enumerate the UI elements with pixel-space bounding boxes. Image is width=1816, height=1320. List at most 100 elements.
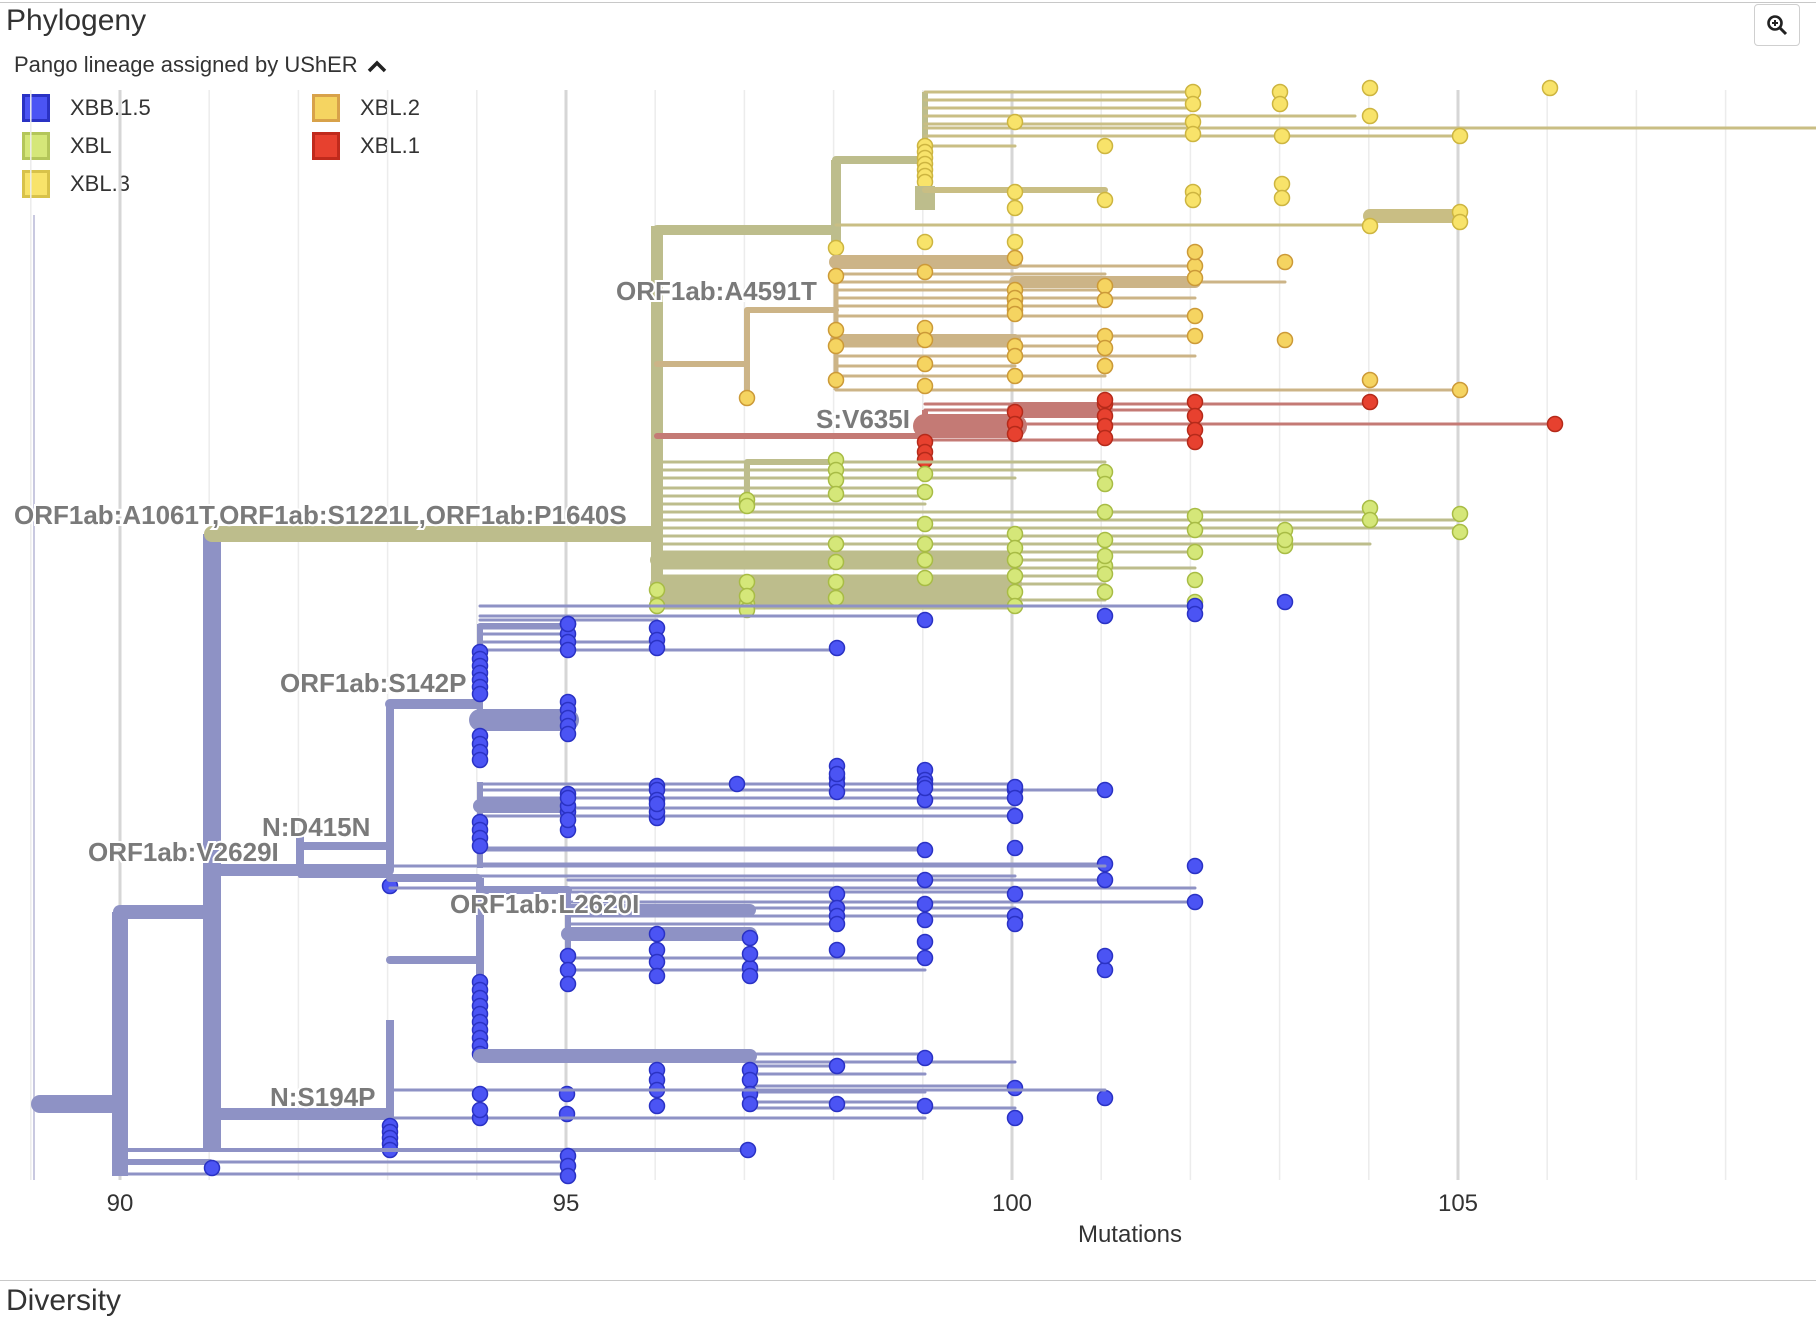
tip-node — [916, 515, 934, 533]
tip-node — [1096, 547, 1114, 565]
tip-node — [916, 895, 934, 913]
tip-node — [1096, 607, 1114, 625]
branch-mutation-label: N:S194P — [270, 1082, 376, 1112]
tip-node — [916, 871, 934, 889]
tip-node — [1096, 475, 1114, 493]
tip-node — [1186, 307, 1204, 325]
tip-node — [559, 975, 577, 993]
tip-node — [828, 915, 846, 933]
tip-node — [1096, 565, 1114, 583]
zoom-button[interactable] — [1754, 4, 1800, 46]
tip-node — [916, 483, 934, 501]
tip-node — [648, 581, 666, 599]
tip-node — [738, 587, 756, 605]
tip-node — [1361, 371, 1379, 389]
tip-node — [1096, 781, 1114, 799]
tip-node — [741, 967, 759, 985]
tip-node — [1451, 127, 1469, 145]
branch-mutation-label: ORF1ab:S142P — [280, 668, 466, 698]
tip-node — [1273, 175, 1291, 193]
tip-node — [1186, 433, 1204, 451]
tip-node — [1096, 339, 1114, 357]
tip-node — [916, 465, 934, 483]
tip-node — [1096, 583, 1114, 601]
tip-node — [1006, 807, 1024, 825]
tip-node — [827, 485, 845, 503]
tip-node — [916, 451, 934, 469]
x-tick-label: 95 — [553, 1190, 580, 1217]
tip-node — [1006, 915, 1024, 933]
tip-node — [828, 1095, 846, 1113]
tip-node — [916, 331, 934, 349]
tip-node — [1184, 125, 1202, 143]
tip-node — [827, 321, 845, 339]
tip-node — [471, 837, 489, 855]
tip-node — [203, 1159, 221, 1177]
tip-node — [1186, 893, 1204, 911]
tip-node — [1006, 249, 1024, 267]
tip-node — [1186, 521, 1204, 539]
tip-node — [1096, 961, 1114, 979]
tip-node — [827, 337, 845, 355]
tip-node — [1186, 543, 1204, 561]
tip-node — [1006, 183, 1024, 201]
tip-node — [738, 497, 756, 515]
tip-node — [1186, 605, 1204, 623]
tip-node — [559, 947, 577, 965]
tip-node — [1361, 217, 1379, 235]
tip-node — [827, 589, 845, 607]
tip-node — [1006, 367, 1024, 385]
branch-mutation-label: ORF1ab:A4591T — [616, 276, 817, 306]
tip-node — [471, 685, 489, 703]
phylogeny-tree[interactable]: 90 95 100 105 Mutations ORF1ab:A1061T,ORF1ab:… — [0, 0, 1816, 1280]
tip-node — [648, 925, 666, 943]
tip-node — [827, 371, 845, 389]
legend-label: XBL — [70, 133, 112, 158]
tip-node — [827, 553, 845, 571]
tip-node — [728, 775, 746, 793]
tip-node — [1006, 425, 1024, 443]
tip-node — [1096, 191, 1114, 209]
tip-node — [471, 1101, 489, 1119]
tip-node — [1096, 503, 1114, 521]
tip-node — [741, 1071, 759, 1089]
top-divider — [0, 2, 1816, 3]
tip-node — [1006, 885, 1024, 903]
tip-node — [1096, 277, 1114, 295]
tip-node — [1096, 291, 1114, 309]
tip-node — [1361, 511, 1379, 529]
tip-node — [1186, 507, 1204, 525]
tip-node — [1096, 947, 1114, 965]
legend-toggle[interactable]: Pango lineage assigned by UShER — [14, 52, 388, 78]
tip-node — [1186, 327, 1204, 345]
tip-node — [559, 641, 577, 659]
tip-node — [1096, 855, 1114, 873]
tip-node — [916, 263, 934, 281]
tip-node — [1006, 567, 1024, 585]
x-tick-label: 105 — [1438, 1190, 1478, 1217]
branch-mutation-label: N:D415N — [262, 812, 370, 842]
tip-node — [827, 267, 845, 285]
tip-node — [1451, 213, 1469, 231]
tip-node — [741, 929, 759, 947]
legend-label: XBL.2 — [360, 95, 420, 120]
branch-mutation-label: S:V635I — [816, 404, 910, 434]
tip-node — [916, 233, 934, 251]
legend-toggle-label: Pango lineage assigned by UShER — [14, 52, 358, 77]
tip-node — [1276, 331, 1294, 349]
tip-node — [828, 1057, 846, 1075]
tip-node — [648, 1097, 666, 1115]
tip-node — [1006, 1109, 1024, 1127]
tip-node — [1361, 393, 1379, 411]
tip-node — [1096, 871, 1114, 889]
tip-node — [916, 535, 934, 553]
tip-node — [1361, 79, 1379, 97]
tip-node — [1361, 107, 1379, 125]
tip-node — [471, 751, 489, 769]
tip-node — [1006, 113, 1024, 131]
tip-node — [828, 639, 846, 657]
tip-node — [916, 841, 934, 859]
tip-node — [1271, 95, 1289, 113]
tip-node — [738, 389, 756, 407]
tip-node — [648, 639, 666, 657]
